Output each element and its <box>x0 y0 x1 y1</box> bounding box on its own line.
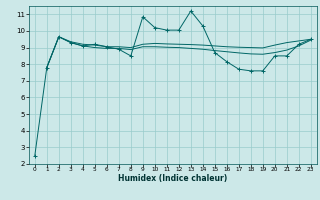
X-axis label: Humidex (Indice chaleur): Humidex (Indice chaleur) <box>118 174 228 183</box>
